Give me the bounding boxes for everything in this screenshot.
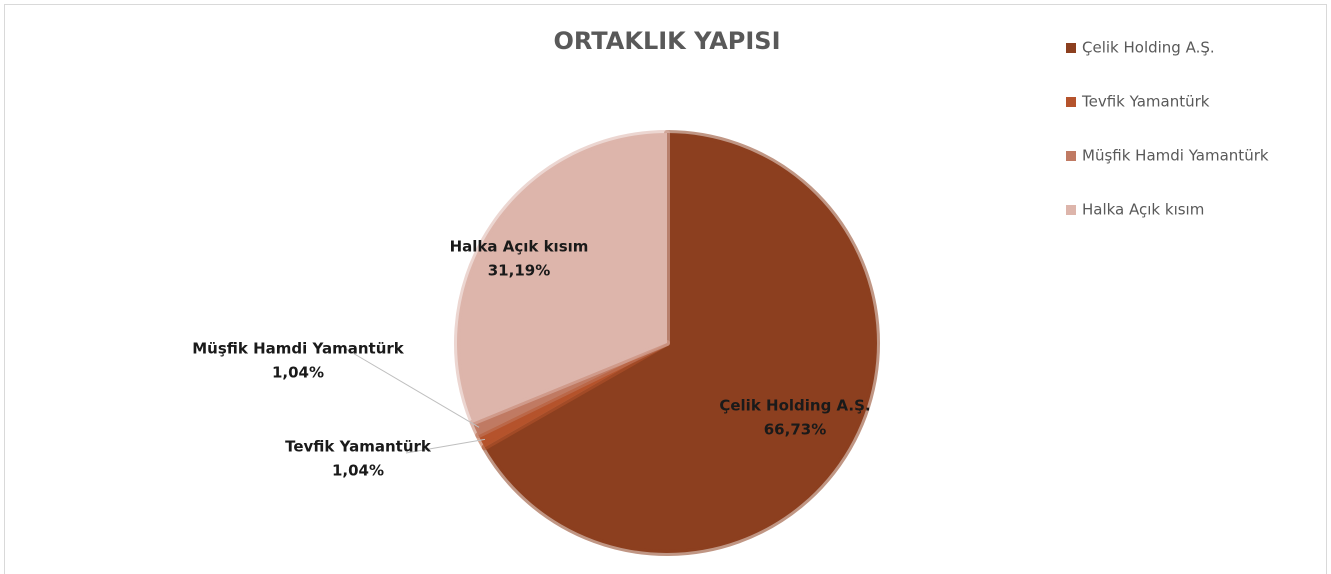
pie-slice [481,130,880,556]
data-label-name: Tevfik Yamantürk [285,438,432,456]
legend-swatch [1066,43,1076,53]
data-label-name: Müşfik Hamdi Yamantürk [192,340,405,358]
data-label-value: 1,04% [332,462,384,480]
legend-label: Tevfik Yamantürk [1081,93,1210,111]
legend-swatch [1066,205,1076,215]
legend-label: Halka Açık kısım [1082,201,1204,219]
chart-title: ORTAKLIK YAPISI [553,27,780,55]
leader-line [345,348,480,428]
data-label-name: Çelik Holding A.Ş. [719,397,870,415]
pie-slice [454,130,670,426]
data-label-value: 1,04% [272,364,324,382]
legend-label: Çelik Holding A.Ş. [1082,39,1215,57]
data-label-name: Halka Açık kısım [450,238,589,256]
legend-swatch [1066,97,1076,107]
data-label-value: 66,73% [764,421,826,439]
legend-label: Müşfik Hamdi Yamantürk [1082,147,1269,165]
legend-swatch [1066,151,1076,161]
data-label-value: 31,19% [488,262,550,280]
leader-line [405,438,486,454]
